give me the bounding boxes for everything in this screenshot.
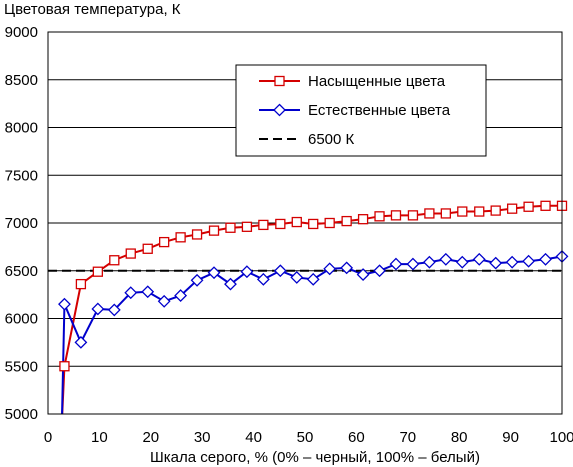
natural-point-1 — [74, 335, 88, 349]
x-axis-label: Шкала серого, % (0% – черный, 100% – бел… — [150, 449, 480, 466]
y-tick-6500: 6500 — [5, 263, 38, 280]
x-tick-30: 30 — [194, 429, 211, 446]
saturated-point-14 — [291, 216, 302, 228]
natural-point-5 — [141, 285, 155, 299]
y-tick-7000: 7000 — [5, 215, 38, 232]
saturated-point-24 — [457, 206, 468, 217]
saturated-point-7 — [175, 232, 186, 243]
natural-point-20 — [389, 257, 403, 271]
natural-point-27 — [505, 255, 519, 269]
saturated-point-16 — [324, 217, 335, 229]
x-tick-60: 60 — [348, 429, 365, 446]
x-tick-50: 50 — [297, 429, 314, 446]
natural-point-8 — [190, 273, 204, 287]
natural-point-14 — [290, 271, 304, 284]
natural-point-29 — [539, 252, 552, 266]
saturated-point-1 — [75, 278, 87, 290]
series-lines — [48, 204, 562, 414]
y-tick-8500: 8500 — [5, 72, 38, 89]
series-markers — [58, 200, 569, 372]
saturated-point-22 — [424, 208, 435, 219]
saturated-point-8 — [191, 229, 203, 240]
saturated-point-5 — [142, 243, 153, 254]
legend: Насыщенные цвета Естественные цвета 6500 К — [235, 64, 487, 157]
natural-point-11 — [240, 265, 254, 279]
saturated-point-23 — [440, 208, 451, 219]
y-tick-8000: 8000 — [5, 120, 38, 137]
saturated-point-10 — [225, 222, 236, 233]
x-tick-10: 10 — [91, 429, 108, 446]
plot-area-border — [47, 31, 563, 415]
natural-point-3 — [107, 303, 121, 317]
x-tick-80: 80 — [451, 429, 468, 446]
saturated-point-20 — [390, 210, 402, 221]
saturated-line — [61, 204, 562, 414]
saturated-point-11 — [241, 221, 253, 232]
x-tick-labels: 0 10 20 30 40 50 60 70 80 90 100 — [44, 429, 573, 446]
x-tick-0: 0 — [44, 429, 52, 446]
natural-point-24 — [455, 255, 469, 269]
x-tick-70: 70 — [399, 429, 416, 446]
natural-point-0 — [58, 297, 71, 311]
saturated-point-29 — [540, 200, 551, 211]
natural-point-22 — [422, 255, 436, 269]
saturated-point-26 — [490, 205, 501, 216]
natural-point-7 — [174, 289, 188, 302]
natural-point-17 — [340, 261, 354, 275]
saturated-point-17 — [341, 215, 352, 227]
x-tick-100: 100 — [549, 429, 573, 446]
saturated-point-18 — [357, 214, 369, 225]
x-tick-20: 20 — [142, 429, 159, 446]
natural-point-2 — [91, 302, 105, 316]
legend-label-reference: 6500 К — [308, 131, 355, 148]
natural-point-9 — [207, 266, 221, 280]
saturated-point-6 — [159, 236, 170, 248]
y-axis-label: Цветовая температура, К — [4, 1, 181, 18]
natural-point-23 — [439, 252, 453, 266]
legend-marker-natural — [273, 103, 286, 117]
saturated-point-0 — [59, 361, 70, 372]
natural-point-13 — [273, 264, 287, 278]
natural-point-19 — [373, 264, 386, 278]
x-tick-90: 90 — [502, 429, 519, 446]
saturated-point-9 — [208, 225, 220, 236]
natural-point-4 — [124, 286, 138, 300]
legend-marker-saturated — [274, 75, 285, 87]
natural-point-12 — [256, 272, 270, 286]
saturated-point-13 — [275, 218, 286, 230]
saturated-point-21 — [407, 210, 419, 221]
saturated-point-3 — [109, 255, 120, 266]
y-tick-5000: 5000 — [5, 406, 38, 423]
natural-point-10 — [224, 277, 237, 291]
natural-point-16 — [323, 262, 337, 276]
legend-label-natural: Естественные цвета — [308, 102, 451, 119]
y-tick-7500: 7500 — [5, 167, 38, 184]
saturated-point-19 — [374, 211, 385, 222]
saturated-point-28 — [523, 201, 534, 212]
natural-point-18 — [356, 268, 370, 281]
saturated-point-2 — [92, 266, 104, 277]
natural-point-28 — [522, 254, 536, 268]
natural-point-25 — [472, 252, 486, 266]
natural-point-26 — [489, 256, 503, 270]
saturated-point-15 — [308, 218, 319, 230]
x-tick-40: 40 — [245, 429, 262, 446]
y-tick-labels: 5000 5500 6000 6500 7000 7500 8000 8500 9000 — [5, 24, 38, 423]
natural-point-15 — [306, 272, 320, 286]
saturated-point-25 — [474, 206, 485, 217]
y-tick-9000: 9000 — [5, 24, 38, 41]
saturated-point-4 — [125, 248, 136, 259]
y-tick-5500: 5500 — [5, 358, 38, 375]
legend-label-saturated: Насыщенные цвета — [308, 73, 446, 90]
natural-point-21 — [406, 257, 420, 271]
natural-point-6 — [157, 294, 171, 308]
saturated-point-12 — [258, 219, 269, 231]
saturated-point-27 — [506, 203, 518, 214]
y-tick-6000: 6000 — [5, 311, 38, 328]
